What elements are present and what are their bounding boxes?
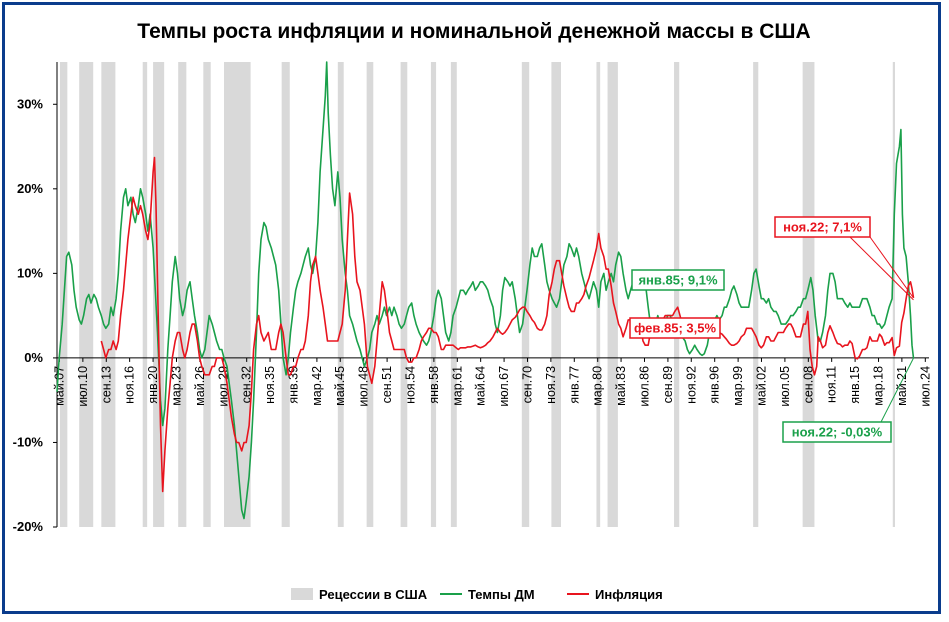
annotation-leader [849,236,914,301]
x-tick-label: сен.32 [240,366,254,404]
recession-band [178,62,187,527]
x-tick-label: ноя.16 [123,366,137,404]
recession-band [101,62,116,527]
annotation-label: ноя.22; -0,03% [792,425,883,440]
x-tick-label: июл.48 [357,366,371,407]
x-tick-label: сен.13 [99,366,113,404]
y-tick-label: -20% [13,519,44,534]
x-tick-label: мар.99 [731,366,745,406]
legend-label: Рецессии в США [319,587,428,602]
x-tick-label: мар.18 [872,366,886,406]
annotation-label: янв.85; 9,1% [638,273,718,288]
series-lines [56,61,915,520]
annotations: янв.85; 9,1% фев.85; 3,5% ноя.22; 7,1% ноя.… [629,216,914,443]
y-tick-label: 30% [17,96,43,111]
legend-label: Инфляция [595,587,663,602]
x-tick-label: янв.58 [427,366,441,404]
recession-band [400,62,408,527]
recession-band [281,62,290,527]
recession-band [366,62,374,527]
recession-band [79,62,94,527]
axes: 30% 20% 10% 0% -10% -20% май.07 июл.10 сен.13 ноя… [13,62,932,534]
recession-band [892,62,896,527]
recession-band [430,62,437,527]
x-tick-label: июл.29 [216,366,230,407]
recession-band [224,62,251,527]
x-tick-label: май.45 [333,366,347,406]
x-tick-label: мар.23 [169,366,183,406]
annotation-box [774,216,871,238]
y-tick-label: 20% [17,181,43,196]
annotation-label: ноя.22; 7,1% [783,220,862,235]
y-tick-label: 10% [17,265,43,280]
recession-band [521,62,530,527]
x-tick-label: май.83 [614,366,628,406]
x-tick-label: мар.61 [450,366,464,406]
x-tick-label: сен.51 [380,366,394,404]
recession-band [596,62,601,527]
annotation-box [782,421,892,443]
x-tick-label: сен.08 [801,366,815,404]
series-line-inflation [100,156,915,493]
x-tick-label: июл.86 [637,366,651,407]
annotation-label: фев.85; 3,5% [634,321,717,336]
recession-band [674,62,680,527]
x-tick-label: мар.80 [591,366,605,406]
x-tick-label: мар.42 [310,366,324,406]
recession-band [551,62,561,527]
x-tick-label: май.02 [754,366,768,406]
annotation-leader [869,236,914,299]
legend-swatch-recession [291,588,313,600]
x-tick-label: ноя.73 [544,366,558,404]
recession-band [802,62,815,527]
legend-label: Темпы ДМ [468,587,535,602]
recession-band [753,62,759,527]
x-tick-label: май.26 [193,366,207,406]
recession-band [450,62,457,527]
chart-title: Темпы роста инфляции и номинальной денеж… [137,20,810,43]
x-tick-label: май.21 [895,366,909,406]
recession-band [337,62,344,527]
x-tick-label: ноя.35 [263,366,277,404]
x-tick-label: янв.20 [146,366,160,404]
x-tick-label: ноя.92 [684,366,698,404]
x-tick-label: ноя.11 [825,366,839,403]
x-tick-label: июл.10 [76,366,90,407]
x-tick-label: янв.96 [708,366,722,404]
y-tick-label: -10% [13,434,44,449]
x-tick-label: май.07 [52,366,66,406]
recession-bands [59,62,896,527]
x-tick-label: июл.24 [918,366,932,407]
series-line-money-supply [56,61,915,520]
annotation-box [629,317,721,339]
annotation-leader [880,357,914,423]
recession-band [203,62,211,527]
recession-band [153,62,165,527]
annotation-box [631,269,725,291]
x-tick-label: июл.67 [497,366,511,407]
x-tick-label: сен.89 [661,366,675,404]
legend: Рецессии в США Темпы ДМ Инфляция [291,587,663,602]
x-tick-label: июл.05 [778,366,792,407]
x-tick-label: сен.70 [521,366,535,404]
recession-band [142,62,148,527]
x-tick-label: янв.15 [848,366,862,404]
x-tick-label: ноя.54 [403,366,417,404]
x-tick-label: янв.77 [567,366,581,404]
y-tick-label: 0% [24,350,43,365]
x-tick-label: май.64 [474,366,488,406]
